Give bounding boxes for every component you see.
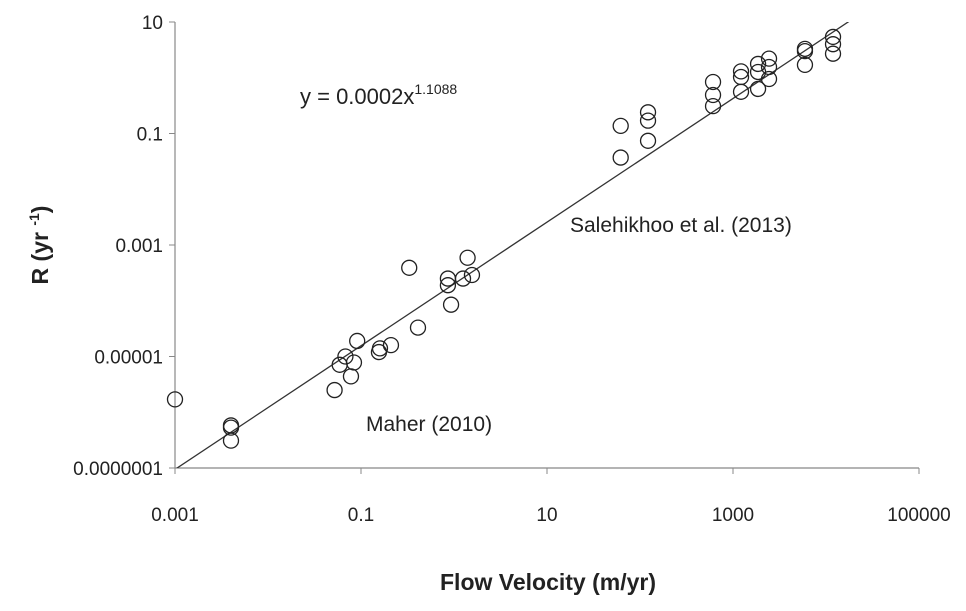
x-tick-label: 0.1 xyxy=(348,505,374,526)
point xyxy=(612,117,629,135)
equation-exponent: 1.1088 xyxy=(414,81,457,97)
y-tick-label: 0.00001 xyxy=(94,348,163,369)
point xyxy=(749,55,767,73)
point xyxy=(639,104,657,121)
x-tick-label: 10 xyxy=(536,505,557,526)
point xyxy=(349,332,366,350)
point xyxy=(639,132,657,149)
point xyxy=(760,58,778,76)
y-tick-label: 0.1 xyxy=(137,125,163,146)
point xyxy=(401,259,418,276)
y-axis-label: R (yr -1) xyxy=(26,206,53,285)
y-tick-label: 0.001 xyxy=(115,236,163,257)
point xyxy=(704,97,722,115)
y-tick-label: 0.0000001 xyxy=(73,459,163,480)
fit-line xyxy=(175,22,850,468)
point xyxy=(454,270,472,287)
x-axis-label: Flow Velocity (m/yr) xyxy=(440,569,656,595)
y-tick-label: 10 xyxy=(142,13,163,34)
point xyxy=(166,391,184,408)
annotation: Maher (2010) xyxy=(366,413,492,436)
point xyxy=(704,86,722,104)
point xyxy=(824,45,842,62)
x-tick-label: 1000 xyxy=(712,505,754,526)
point xyxy=(732,63,750,80)
y-axis-label-part: ) xyxy=(27,206,53,214)
point xyxy=(222,432,240,449)
point xyxy=(439,277,457,294)
point xyxy=(342,368,360,385)
point xyxy=(639,112,657,129)
point xyxy=(760,70,778,88)
point xyxy=(439,270,457,287)
point xyxy=(371,340,389,357)
point xyxy=(463,266,481,284)
point xyxy=(732,83,750,100)
point xyxy=(442,296,460,313)
point xyxy=(796,43,814,60)
point xyxy=(796,56,814,74)
equation-base: y = 0.0002x xyxy=(300,84,414,109)
annotation: Salehikhoo et al. (2013) xyxy=(570,214,792,237)
y-axis-label-sup: -1 xyxy=(26,213,42,226)
point xyxy=(612,149,629,166)
point xyxy=(345,354,363,371)
point xyxy=(409,319,427,336)
point xyxy=(337,348,354,365)
point xyxy=(824,28,842,46)
x-tick-label: 0.001 xyxy=(151,505,199,526)
point xyxy=(382,336,400,354)
point xyxy=(326,381,343,399)
plot-area xyxy=(175,22,850,468)
y-axis-label-part: R (yr xyxy=(27,226,53,285)
equation: y = 0.0002x1.1088 xyxy=(300,81,457,109)
point xyxy=(749,80,767,98)
point xyxy=(824,36,842,53)
point xyxy=(760,50,778,67)
point xyxy=(459,249,476,266)
point xyxy=(704,73,722,91)
x-tick-label: 100000 xyxy=(887,505,950,526)
